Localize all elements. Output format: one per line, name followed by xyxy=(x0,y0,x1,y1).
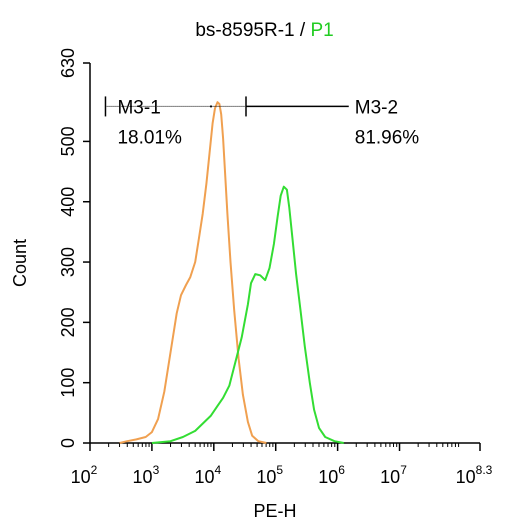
chart-title-gate: P1 xyxy=(310,20,334,41)
x-tick-label: 102 xyxy=(71,463,98,487)
y-tick-label: 100 xyxy=(58,368,78,398)
histogram-series-2 xyxy=(151,185,344,444)
y-tick-label: 500 xyxy=(58,126,78,156)
x-tick-label: 104 xyxy=(194,463,221,487)
y-axis-title: Count xyxy=(10,239,30,287)
x-axis-title: PE-H xyxy=(253,501,296,521)
y-tick-label: 200 xyxy=(58,307,78,337)
histogram-series-1 xyxy=(119,101,267,444)
x-tick-label: 106 xyxy=(318,463,345,487)
chart-title-separator: / xyxy=(294,20,311,41)
y-tick-label: 630 xyxy=(58,48,78,78)
x-tick-label: 108.3 xyxy=(456,463,493,487)
y-tick-label: 300 xyxy=(58,247,78,277)
y-tick-label: 400 xyxy=(58,187,78,217)
x-tick-label: 105 xyxy=(256,463,283,487)
chart-title: bs-8595R-1 / P1 xyxy=(0,20,529,42)
marker-percent-m3-2: 81.96% xyxy=(355,127,420,148)
chart-title-sample: bs-8595R-1 xyxy=(195,20,295,41)
marker-percent-m3-1: 18.01% xyxy=(117,127,182,148)
marker-label-m3-1: M3-1 xyxy=(117,97,160,118)
marker-label-m3-2: M3-2 xyxy=(355,97,398,118)
y-tick-label: 0 xyxy=(58,438,78,448)
x-tick-label: 107 xyxy=(380,463,407,487)
x-tick-label: 103 xyxy=(133,463,160,487)
